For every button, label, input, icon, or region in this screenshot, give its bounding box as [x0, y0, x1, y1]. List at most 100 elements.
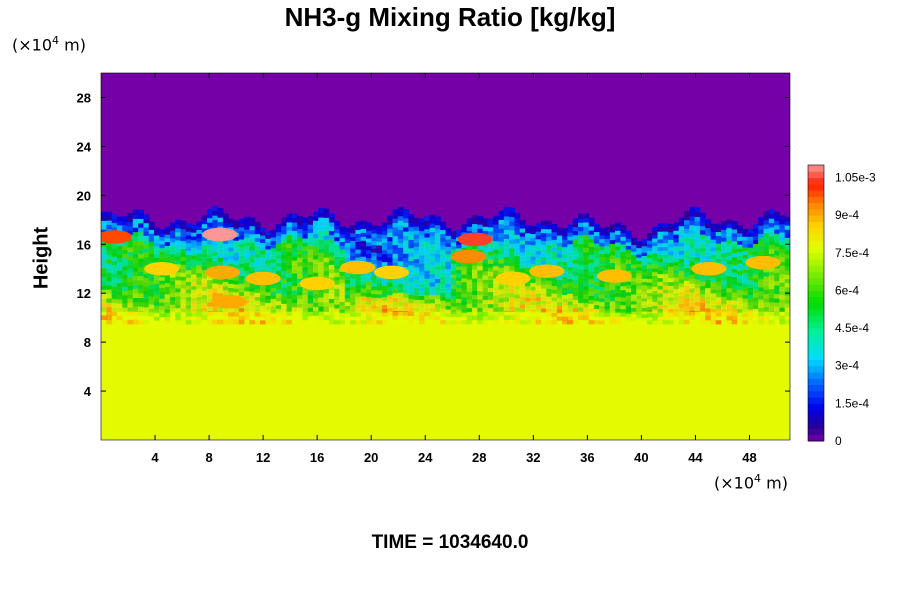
- field-cell: [180, 288, 187, 293]
- field-cell: [344, 279, 351, 284]
- field-cell: [477, 315, 484, 321]
- field-cell: [281, 307, 288, 313]
- field-cell: [689, 220, 696, 226]
- field-cell: [599, 316, 606, 321]
- field-cell: [684, 228, 690, 234]
- colorbar-band: [808, 315, 824, 323]
- field-cell: [731, 288, 738, 293]
- x-tick-label: 36: [580, 450, 594, 465]
- field-cell: [466, 291, 473, 296]
- field-cell: [737, 289, 743, 295]
- field-cell: [758, 315, 765, 321]
- field-cell: [487, 287, 494, 293]
- field-cell: [726, 247, 733, 253]
- field-cell: [567, 278, 574, 283]
- field-cell: [530, 308, 537, 314]
- field-cell: [519, 319, 526, 325]
- field-cell: [164, 245, 171, 250]
- field-cell: [551, 300, 558, 306]
- field-cell: [747, 309, 754, 314]
- field-cell: [302, 237, 309, 243]
- field-cell: [737, 308, 743, 314]
- field-cell: [472, 215, 478, 220]
- field-cell: [196, 245, 203, 250]
- colorbar-band: [808, 372, 824, 379]
- field-cell: [567, 232, 574, 237]
- colorbar-band: [808, 428, 824, 436]
- field-cell: [344, 227, 351, 233]
- field-cell: [519, 315, 526, 321]
- field-cell: [154, 301, 160, 306]
- field-cell: [403, 275, 409, 281]
- field-cell: [101, 285, 107, 290]
- field-cell: [737, 228, 743, 234]
- field-cell: [763, 280, 770, 286]
- field-cell: [122, 294, 129, 300]
- field-cell: [217, 221, 224, 227]
- field-cell: [169, 288, 176, 294]
- field-cell: [593, 262, 600, 267]
- field-cell: [784, 253, 790, 259]
- field-cell: [519, 283, 526, 289]
- field-cell: [106, 289, 113, 295]
- field-cell: [721, 292, 727, 297]
- field-cell: [673, 304, 680, 309]
- field-cell: [631, 284, 637, 289]
- field-cell: [376, 248, 383, 254]
- field-cell: [572, 218, 579, 224]
- field-cell: [111, 315, 118, 321]
- field-cell: [424, 282, 431, 288]
- field-cell: [615, 257, 621, 263]
- field-cell: [344, 242, 351, 247]
- field-cell: [641, 274, 648, 279]
- field-cell: [609, 316, 616, 321]
- field-cell: [774, 280, 780, 286]
- field-cell: [434, 265, 441, 271]
- field-cell: [122, 257, 129, 263]
- field-cell: [652, 305, 659, 310]
- field-cell: [593, 243, 600, 248]
- field-cell: [631, 303, 637, 308]
- field-cell: [275, 293, 282, 298]
- field-cell: [101, 310, 107, 316]
- field-cell: [673, 237, 680, 243]
- field-cell: [752, 312, 759, 317]
- field-cell: [631, 320, 637, 325]
- field-cell: [784, 225, 790, 230]
- field-cell: [175, 307, 182, 313]
- field-cell: [201, 298, 208, 304]
- field-cell: [784, 220, 790, 226]
- field-cell: [291, 221, 298, 227]
- field-cell: [143, 315, 150, 321]
- field-cell: [615, 319, 621, 325]
- field-cell: [212, 219, 219, 225]
- field-cell: [721, 237, 727, 242]
- field-cell: [281, 303, 288, 309]
- field-cell: [286, 264, 293, 270]
- field-cell: [376, 297, 383, 302]
- field-cell: [477, 215, 484, 221]
- field-cell: [593, 258, 600, 263]
- field-cell: [562, 305, 568, 310]
- field-cell: [244, 299, 250, 304]
- field-cell: [101, 280, 107, 286]
- field-cell: [185, 265, 192, 271]
- field-cell: [355, 233, 362, 238]
- field-cell: [408, 247, 415, 253]
- field-cell: [641, 239, 648, 243]
- field-cell: [138, 235, 144, 241]
- field-cell: [466, 266, 473, 272]
- field-cell: [514, 310, 521, 316]
- field-cell: [297, 307, 303, 312]
- field-cell: [286, 226, 293, 231]
- field-cell: [127, 242, 134, 248]
- field-cell: [514, 319, 521, 325]
- field-cell: [180, 319, 187, 325]
- field-cell: [344, 257, 351, 262]
- field-cell: [731, 256, 738, 262]
- field-cell: [233, 311, 240, 317]
- field-cell: [164, 305, 171, 310]
- field-cell: [185, 254, 192, 259]
- field-cell: [519, 299, 526, 305]
- colorbar-band: [808, 328, 824, 335]
